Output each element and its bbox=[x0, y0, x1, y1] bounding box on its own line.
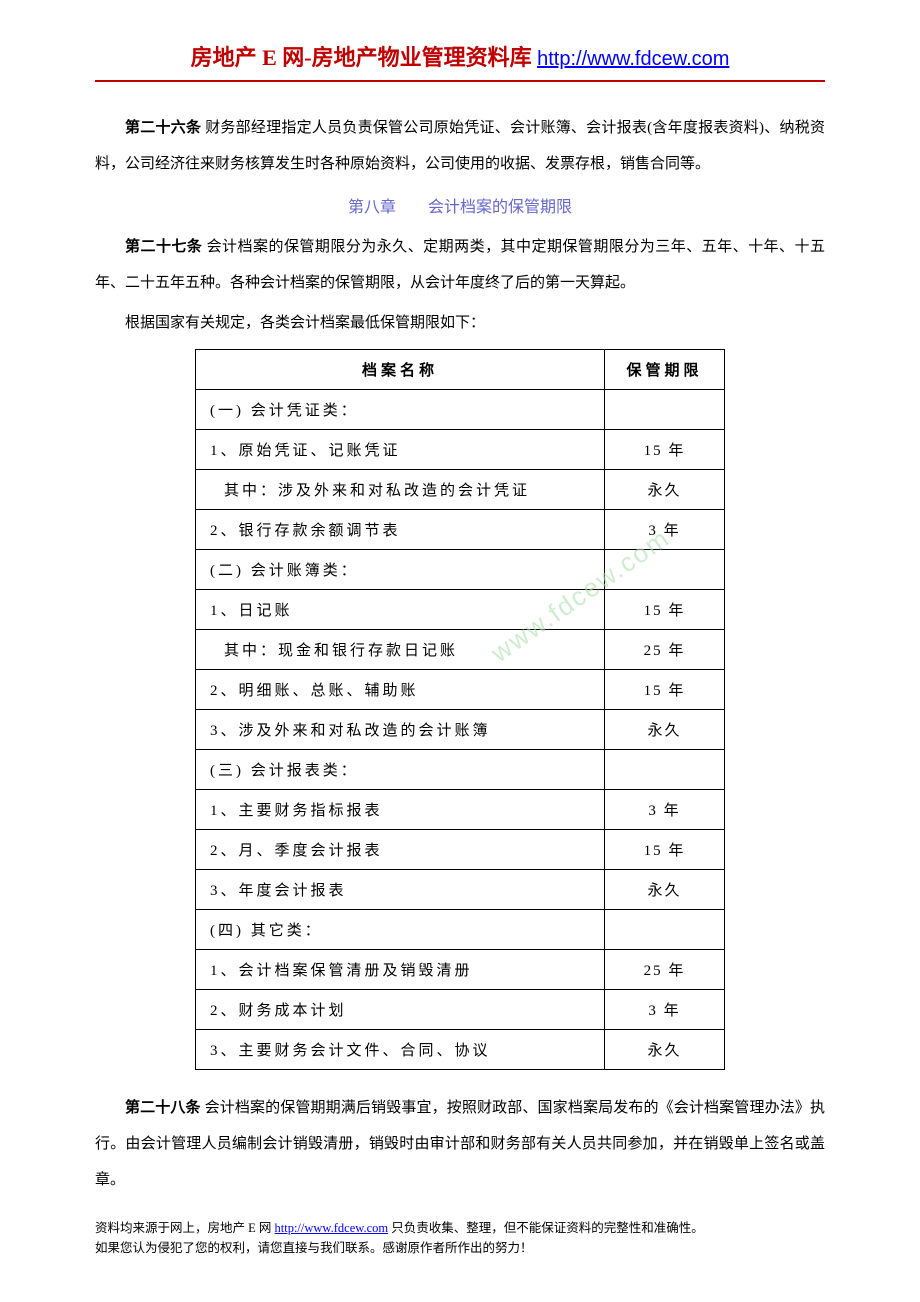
table-cell-period: 25 年 bbox=[605, 950, 725, 990]
table-header-period: 保管期限 bbox=[605, 350, 725, 390]
header-url[interactable]: http://www.fdcew.com bbox=[537, 48, 729, 70]
table-cell-name: 2、银行存款余额调节表 bbox=[196, 510, 605, 550]
footer-line1-post: 只负责收集、整理，但不能保证资料的完整性和准确性。 bbox=[388, 1221, 704, 1235]
table-row: (二) 会计账簿类： bbox=[196, 550, 725, 590]
chapter-8-title: 第八章 会计档案的保管期限 bbox=[95, 190, 825, 225]
footer-line1-pre: 资料均来源于网上，房地产 E 网 bbox=[95, 1221, 275, 1235]
header-title-2: 房地产物业管理资料库 bbox=[312, 45, 538, 70]
table-cell-name: 其中：现金和银行存款日记账 bbox=[196, 630, 605, 670]
table-row: 1、原始凭证、记账凭证15 年 bbox=[196, 430, 725, 470]
table-row: 其中：涉及外来和对私改造的会计凭证永久 bbox=[196, 470, 725, 510]
article-27-label: 第二十七条 bbox=[125, 239, 202, 255]
table-cell-period: 永久 bbox=[605, 710, 725, 750]
article-28: 第二十八条 会计档案的保管期期满后销毁事宜，按照财政部、国家档案局发布的《会计档… bbox=[95, 1090, 825, 1198]
table-cell-name: 2、月、季度会计报表 bbox=[196, 830, 605, 870]
article-27-text: 会计档案的保管期限分为永久、定期两类，其中定期保管期限分为三年、五年、十年、十五… bbox=[95, 239, 825, 291]
article-26-text: 财务部经理指定人员负责保管公司原始凭证、会计账簿、会计报表(含年度报表资料)、纳… bbox=[95, 120, 825, 172]
table-cell-name: 2、财务成本计划 bbox=[196, 990, 605, 1030]
table-row: (一) 会计凭证类： bbox=[196, 390, 725, 430]
table-row: 其中：现金和银行存款日记账25 年 bbox=[196, 630, 725, 670]
table-cell-period bbox=[605, 910, 725, 950]
table-cell-name: 3、年度会计报表 bbox=[196, 870, 605, 910]
table-cell-name: 3、涉及外来和对私改造的会计账簿 bbox=[196, 710, 605, 750]
page-footer: 资料均来源于网上，房地产 E 网 http://www.fdcew.com 只负… bbox=[95, 1218, 825, 1258]
table-row: (三) 会计报表类： bbox=[196, 750, 725, 790]
retention-table: 档案名称 保管期限 (一) 会计凭证类：1、原始凭证、记账凭证15 年其中：涉及… bbox=[195, 349, 725, 1070]
table-cell-period: 3 年 bbox=[605, 510, 725, 550]
table-row: 2、财务成本计划3 年 bbox=[196, 990, 725, 1030]
table-cell-name: 其中：涉及外来和对私改造的会计凭证 bbox=[196, 470, 605, 510]
table-row: 3、涉及外来和对私改造的会计账簿永久 bbox=[196, 710, 725, 750]
table-cell-name: (二) 会计账簿类： bbox=[196, 550, 605, 590]
table-cell-period bbox=[605, 550, 725, 590]
table-row: 2、月、季度会计报表15 年 bbox=[196, 830, 725, 870]
table-row: 1、会计档案保管清册及销毁清册25 年 bbox=[196, 950, 725, 990]
table-row: (四) 其它类： bbox=[196, 910, 725, 950]
table-cell-period: 15 年 bbox=[605, 590, 725, 630]
table-row: 1、主要财务指标报表3 年 bbox=[196, 790, 725, 830]
table-cell-period: 永久 bbox=[605, 870, 725, 910]
table-cell-period: 3 年 bbox=[605, 990, 725, 1030]
article-26-label: 第二十六条 bbox=[125, 120, 201, 136]
table-row: 1、日记账15 年 bbox=[196, 590, 725, 630]
article-28-text: 会计档案的保管期期满后销毁事宜，按照财政部、国家档案局发布的《会计档案管理办法》… bbox=[95, 1100, 825, 1188]
table-row: 2、银行存款余额调节表3 年 bbox=[196, 510, 725, 550]
table-cell-period: 15 年 bbox=[605, 670, 725, 710]
table-cell-name: (四) 其它类： bbox=[196, 910, 605, 950]
table-cell-name: 1、日记账 bbox=[196, 590, 605, 630]
article-27: 第二十七条 会计档案的保管期限分为永久、定期两类，其中定期保管期限分为三年、五年… bbox=[95, 229, 825, 301]
table-header-row: 档案名称 保管期限 bbox=[196, 350, 725, 390]
table-header-name: 档案名称 bbox=[196, 350, 605, 390]
table-cell-period: 3 年 bbox=[605, 790, 725, 830]
table-cell-period: 25 年 bbox=[605, 630, 725, 670]
table-cell-period bbox=[605, 750, 725, 790]
table-cell-period: 15 年 bbox=[605, 430, 725, 470]
table-cell-name: 3、主要财务会计文件、合同、协议 bbox=[196, 1030, 605, 1070]
footer-line-1: 资料均来源于网上，房地产 E 网 http://www.fdcew.com 只负… bbox=[95, 1218, 825, 1238]
table-row: 3、年度会计报表永久 bbox=[196, 870, 725, 910]
table-cell-name: (三) 会计报表类： bbox=[196, 750, 605, 790]
table-cell-name: 1、会计档案保管清册及销毁清册 bbox=[196, 950, 605, 990]
page-header: 房地产 E 网-房地产物业管理资料库 http://www.fdcew.com bbox=[95, 40, 825, 82]
footer-link[interactable]: http://www.fdcew.com bbox=[275, 1221, 389, 1235]
table-cell-name: 2、明细账、总账、辅助账 bbox=[196, 670, 605, 710]
table-row: 3、主要财务会计文件、合同、协议永久 bbox=[196, 1030, 725, 1070]
article-26: 第二十六条 财务部经理指定人员负责保管公司原始凭证、会计账簿、会计报表(含年度报… bbox=[95, 110, 825, 182]
footer-line-2: 如果您认为侵犯了您的权利，请您直接与我们联系。感谢原作者所作出的努力！ bbox=[95, 1238, 825, 1258]
table-cell-period bbox=[605, 390, 725, 430]
table-cell-name: 1、主要财务指标报表 bbox=[196, 790, 605, 830]
table-row: 2、明细账、总账、辅助账15 年 bbox=[196, 670, 725, 710]
table-cell-period: 15 年 bbox=[605, 830, 725, 870]
table-cell-name: (一) 会计凭证类： bbox=[196, 390, 605, 430]
table-cell-name: 1、原始凭证、记账凭证 bbox=[196, 430, 605, 470]
table-cell-period: 永久 bbox=[605, 470, 725, 510]
header-title-1: 房地产 E 网- bbox=[191, 45, 312, 70]
article-28-label: 第二十八条 bbox=[125, 1100, 201, 1116]
table-intro: 根据国家有关规定，各类会计档案最低保管期限如下： bbox=[95, 305, 825, 341]
table-cell-period: 永久 bbox=[605, 1030, 725, 1070]
